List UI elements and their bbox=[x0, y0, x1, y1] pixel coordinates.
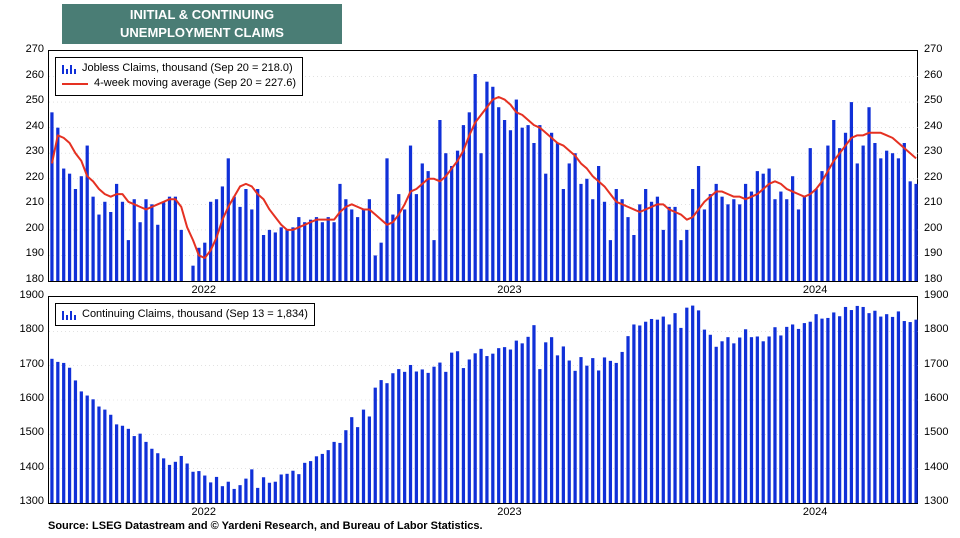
chart2-svg bbox=[49, 297, 919, 503]
line-icon bbox=[62, 83, 88, 85]
bars-icon bbox=[62, 64, 76, 74]
title-line-1: INITIAL & CONTINUING bbox=[62, 6, 342, 24]
y-tick-right: 1500 bbox=[924, 427, 958, 438]
y-tick-right: 1300 bbox=[924, 496, 958, 507]
legend-label: 4-week moving average (Sep 20 = 227.6) bbox=[94, 76, 296, 91]
y-tick-left: 270 bbox=[10, 44, 44, 55]
y-tick-left: 1700 bbox=[10, 359, 44, 370]
y-tick-left: 1600 bbox=[10, 393, 44, 404]
y-tick-right: 1800 bbox=[924, 324, 958, 335]
y-tick-right: 250 bbox=[924, 95, 958, 106]
y-tick-right: 230 bbox=[924, 146, 958, 157]
y-tick-left: 1500 bbox=[10, 427, 44, 438]
title-line-2: UNEMPLOYMENT CLAIMS bbox=[62, 24, 342, 42]
legend-label: Jobless Claims, thousand (Sep 20 = 218.0… bbox=[82, 61, 293, 76]
y-tick-right: 1700 bbox=[924, 359, 958, 370]
y-tick-left: 1800 bbox=[10, 324, 44, 335]
y-tick-left: 180 bbox=[10, 274, 44, 285]
y-tick-right: 1600 bbox=[924, 393, 958, 404]
chart-jobless-claims: Jobless Claims, thousand (Sep 20 = 218.0… bbox=[48, 50, 918, 282]
y-tick-left: 190 bbox=[10, 248, 44, 259]
y-tick-left: 240 bbox=[10, 121, 44, 132]
x-tick-label: 2024 bbox=[803, 284, 827, 296]
y-tick-left: 220 bbox=[10, 172, 44, 183]
y-tick-right: 210 bbox=[924, 197, 958, 208]
chart-continuing-claims: Continuing Claims, thousand (Sep 13 = 1,… bbox=[48, 296, 918, 504]
y-tick-left: 210 bbox=[10, 197, 44, 208]
x-tick-label: 2022 bbox=[192, 284, 216, 296]
y-tick-right: 260 bbox=[924, 70, 958, 81]
y-tick-left: 1300 bbox=[10, 496, 44, 507]
x-tick-label: 2023 bbox=[497, 506, 521, 518]
legend-item: Continuing Claims, thousand (Sep 13 = 1,… bbox=[62, 307, 308, 322]
legend-item: 4-week moving average (Sep 20 = 227.6) bbox=[62, 76, 296, 91]
x-tick-label: 2022 bbox=[192, 506, 216, 518]
y-tick-right: 1400 bbox=[924, 462, 958, 473]
y-tick-left: 1400 bbox=[10, 462, 44, 473]
chart1-legend: Jobless Claims, thousand (Sep 20 = 218.0… bbox=[55, 57, 303, 96]
y-tick-left: 1900 bbox=[10, 290, 44, 301]
y-tick-left: 200 bbox=[10, 223, 44, 234]
y-tick-right: 270 bbox=[924, 44, 958, 55]
chart2-legend: Continuing Claims, thousand (Sep 13 = 1,… bbox=[55, 303, 315, 326]
x-tick-label: 2023 bbox=[497, 284, 521, 296]
y-tick-left: 230 bbox=[10, 146, 44, 157]
y-tick-right: 240 bbox=[924, 121, 958, 132]
chart-title: INITIAL & CONTINUING UNEMPLOYMENT CLAIMS bbox=[62, 4, 342, 44]
bars-icon bbox=[62, 310, 76, 320]
y-tick-right: 220 bbox=[924, 172, 958, 183]
source-attribution: Source: LSEG Datastream and © Yardeni Re… bbox=[48, 520, 483, 532]
y-tick-right: 1900 bbox=[924, 290, 958, 301]
legend-item: Jobless Claims, thousand (Sep 20 = 218.0… bbox=[62, 61, 296, 76]
y-tick-right: 200 bbox=[924, 223, 958, 234]
x-tick-label: 2024 bbox=[803, 506, 827, 518]
y-tick-left: 260 bbox=[10, 70, 44, 81]
y-tick-right: 190 bbox=[924, 248, 958, 259]
y-tick-right: 180 bbox=[924, 274, 958, 285]
y-tick-left: 250 bbox=[10, 95, 44, 106]
legend-label: Continuing Claims, thousand (Sep 13 = 1,… bbox=[82, 307, 308, 322]
